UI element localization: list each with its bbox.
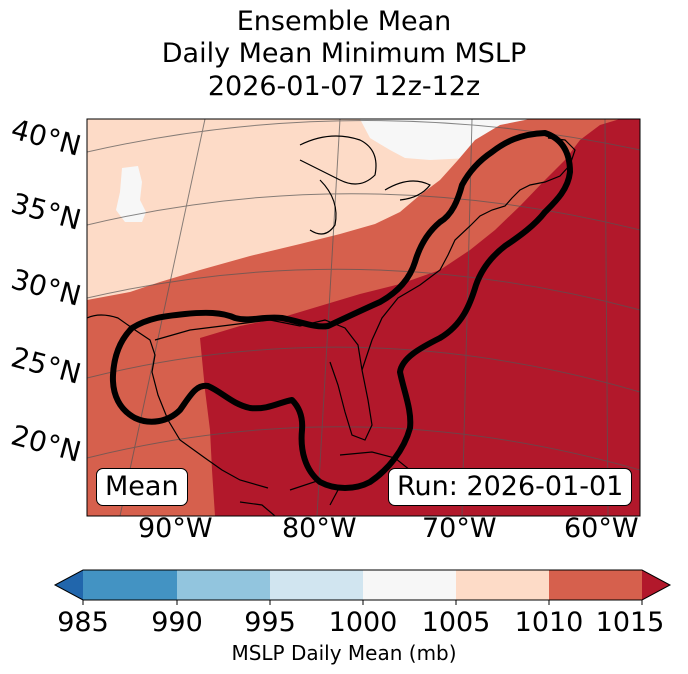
colorbar-over <box>642 570 670 600</box>
colorbar-tick-1015: 1015 <box>595 607 665 638</box>
graticule <box>87 119 640 516</box>
colorbar-tick-1010: 1010 <box>514 607 584 638</box>
colorbar-990-995 <box>177 570 270 600</box>
field-1000-1005-west <box>116 166 146 222</box>
colorbar-under <box>55 570 83 600</box>
mean-label: Mean <box>96 468 188 506</box>
colorbar-tick-1000: 1000 <box>328 607 398 638</box>
mslp-contour <box>109 130 573 491</box>
colorbar-title: MSLP Daily Mean (mb) <box>231 641 457 665</box>
title-line-3: 2026-01-07 12z-12z <box>207 71 481 102</box>
title-line-1: Ensemble Mean <box>236 6 452 37</box>
colorbar-tick-995: 995 <box>244 607 296 638</box>
lon-label-60w: 60°W <box>564 513 639 544</box>
run-label: Run: 2026-01-01 <box>388 468 633 506</box>
map-frame <box>86 118 641 517</box>
colorbar-segments <box>55 570 670 600</box>
colorbar-tick-1005: 1005 <box>421 607 491 638</box>
field-above-1015 <box>200 119 640 516</box>
colorbar-995-1000 <box>270 570 363 600</box>
colorbar-1005-1010 <box>456 570 549 600</box>
colorbar-ticks <box>82 600 643 605</box>
colorbar-1010-1015 <box>549 570 642 600</box>
title-line-2: Daily Mean Minimum MSLP <box>161 38 527 69</box>
colorbar-985-990 <box>83 570 177 600</box>
colorbar-1000-1005 <box>363 570 456 600</box>
lon-label-90w: 90°W <box>138 513 213 544</box>
lon-label-80w: 80°W <box>282 513 357 544</box>
lon-label-70w: 70°W <box>422 513 497 544</box>
colorbar-tick-990: 990 <box>151 607 203 638</box>
colorbar-tick-985: 985 <box>57 607 109 638</box>
